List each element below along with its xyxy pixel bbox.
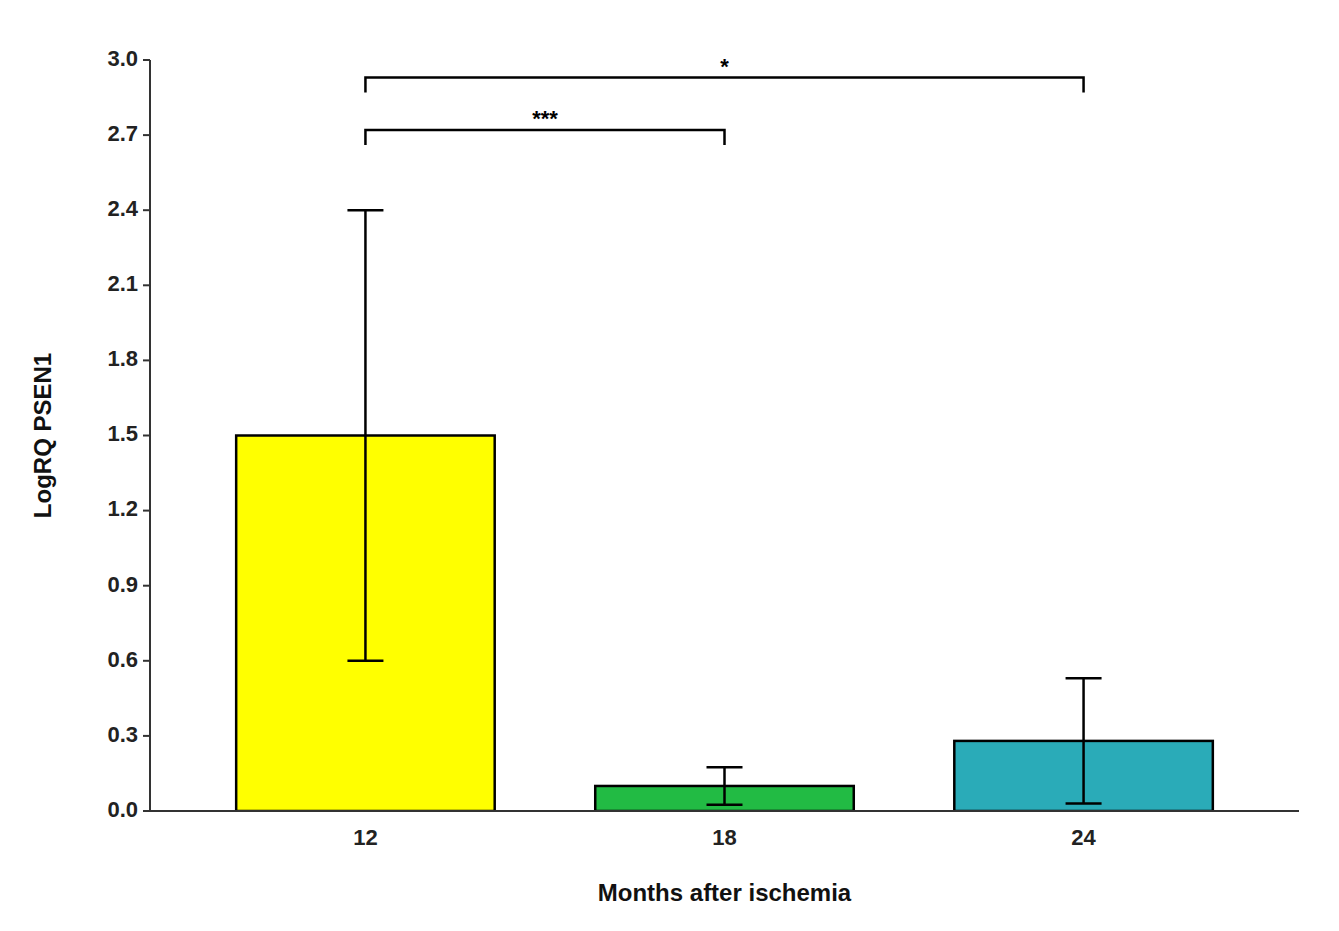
y-tick-label: 2.7 (107, 121, 138, 146)
y-tick (143, 284, 150, 286)
error-line (723, 767, 726, 805)
error-bar (707, 767, 743, 805)
y-tick-label: 1.2 (107, 496, 138, 521)
y-tick-label: 0.6 (107, 647, 138, 672)
y-tick (143, 810, 150, 812)
y-tick (143, 359, 150, 361)
error-cap (1066, 677, 1102, 680)
error-cap (1066, 802, 1102, 805)
y-tick (143, 134, 150, 136)
y-axis: 0.0 0.3 0.6 0.9 1.2 1.5 1.8 2.1 2.4 2.7 3.0 (107, 46, 150, 822)
y-tick-label: 2.1 (107, 271, 138, 296)
y-tick-label: 0.3 (107, 722, 138, 747)
y-tick (143, 435, 150, 437)
y-tick-label: 0.9 (107, 572, 138, 597)
x-tick-label: 24 (1071, 825, 1096, 850)
error-cap (707, 766, 743, 769)
significance-bracket (365, 78, 1083, 93)
y-tick-label: 2.4 (107, 196, 138, 221)
significance-label: * (720, 54, 729, 79)
error-cap (347, 209, 383, 212)
annotations: **** (365, 54, 1083, 146)
x-tick-label: 18 (712, 825, 736, 850)
chart: 0.0 0.3 0.6 0.9 1.2 1.5 1.8 2.1 2.4 2.7 3.0 12 18 24 M… (0, 0, 1339, 931)
error-line (364, 210, 367, 661)
y-tick-label: 1.5 (107, 421, 138, 446)
y-tick-label: 3.0 (107, 46, 138, 71)
error-cap (707, 803, 743, 806)
y-tick-label: 0.0 (107, 797, 138, 822)
bars (236, 210, 1213, 811)
y-tick-label: 1.8 (107, 346, 138, 371)
y-axis-title: LogRQ PSEN1 (29, 353, 56, 518)
significance-label: *** (532, 106, 558, 131)
y-tick (143, 59, 150, 61)
x-axis-line (150, 810, 1299, 812)
x-tick-label: 12 (353, 825, 377, 850)
significance-bracket (365, 130, 724, 145)
error-bar (347, 210, 383, 661)
y-tick (143, 585, 150, 587)
error-bar (1066, 678, 1102, 803)
y-axis-line (149, 60, 151, 811)
y-tick (143, 735, 150, 737)
y-tick (143, 510, 150, 512)
error-cap (347, 660, 383, 663)
x-axis: 12 18 24 (150, 811, 1299, 850)
y-tick (143, 209, 150, 211)
x-axis-title: Months after ischemia (598, 879, 852, 906)
error-line (1082, 678, 1085, 803)
y-tick (143, 660, 150, 662)
